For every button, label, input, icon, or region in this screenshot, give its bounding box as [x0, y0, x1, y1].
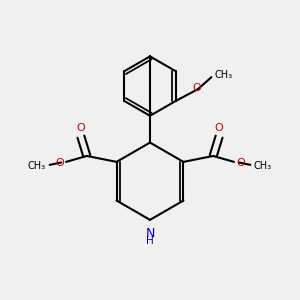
Text: CH₃: CH₃	[214, 70, 232, 80]
Text: O: O	[236, 158, 245, 168]
Text: CH₃: CH₃	[254, 161, 272, 171]
Text: O: O	[55, 158, 64, 168]
Text: H: H	[146, 236, 154, 246]
Text: O: O	[192, 82, 201, 93]
Text: O: O	[215, 123, 224, 133]
Text: CH₃: CH₃	[28, 161, 46, 171]
Text: O: O	[76, 123, 85, 133]
Text: N: N	[145, 227, 155, 240]
